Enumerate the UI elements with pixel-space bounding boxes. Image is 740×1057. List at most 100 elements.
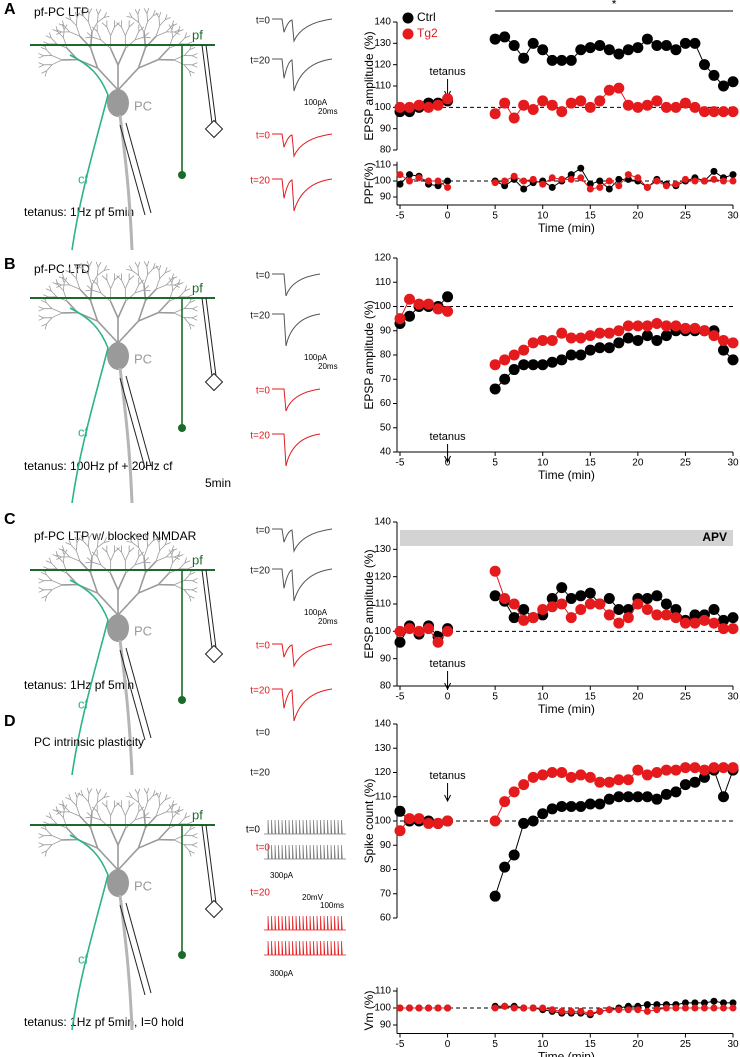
dendrite [40,572,47,576]
dendrite [41,323,47,327]
protocol: tetanus: 1Hz pf 5min [24,678,134,692]
data-point [501,177,509,185]
data-point [394,805,406,817]
data-point [539,180,547,188]
dendrite [143,816,151,819]
data-point [444,1004,452,1012]
dendrite [147,15,154,22]
annotation: tetanus [430,770,467,782]
data-point [622,603,634,615]
dendrite [192,580,198,584]
data-point [442,815,454,827]
dendrite [75,542,78,551]
dendrite [92,816,102,821]
record-pipette [119,902,152,996]
dendrite [152,790,156,796]
dendrite [155,31,167,37]
dendrite [137,794,139,803]
dendrite [172,811,179,818]
data-point [510,1004,518,1012]
y-tick-label: 120 [374,59,391,70]
data-point [491,1004,499,1012]
data-point [489,890,501,902]
dendrite [69,31,81,37]
dendrite [164,539,168,545]
dendrite [96,847,119,871]
data-point [489,108,501,120]
dendrite [134,811,140,821]
trace-label: t=0 [246,825,261,836]
dendrite [110,279,115,289]
dendrite [189,850,195,854]
dendrite [121,279,126,289]
dendrite [171,548,178,552]
data-point [404,293,416,305]
data-point [499,861,511,873]
x-axis-label: Time (min) [538,468,595,482]
dendrite [46,844,53,852]
data-point [575,332,587,344]
y-tick-label: 130 [374,38,391,49]
dendrite [89,300,99,322]
soma [107,869,129,897]
dendrite [77,13,83,17]
dendrite [92,36,102,41]
dendrite [171,803,178,807]
dendrite [138,311,159,322]
data-point [394,625,406,637]
dendrite [87,793,90,802]
dendrite [82,540,89,547]
y-axis-label: Vm (%) [362,991,376,1031]
dendrite [80,10,84,16]
dendrite [44,323,48,330]
dendrite [153,793,159,797]
trace-label: t=20 [250,431,270,442]
dendrite [147,268,154,275]
dendrite [134,284,140,294]
x-tick-label: 5 [492,1039,498,1050]
data-point [510,172,518,180]
dendrite [55,26,59,32]
data-point [396,1004,404,1012]
panel-title: pf-PC LTP [34,5,89,19]
y-tick-label: 140 [374,719,391,730]
data-point [556,54,568,66]
dendrite [155,811,167,817]
shaded-band [400,530,733,546]
data-point [717,80,729,92]
dendrite [75,278,81,290]
dendrite [159,19,166,26]
data-point [508,786,520,798]
dendrite [143,801,149,813]
data-point [537,769,549,781]
data-point [556,767,568,778]
dendrite [51,59,63,66]
data-point [708,106,720,118]
dendrite [92,561,102,566]
dendrite [57,556,64,563]
data-point [613,82,625,94]
data-point [423,101,435,113]
data-point [698,59,710,71]
trace-label: t=20 [250,56,270,67]
dendrite [143,261,148,267]
dendrite [82,15,89,22]
dendrite [110,551,115,561]
data-point [632,791,644,803]
scale-label: 300pA [270,969,294,978]
dendrite [58,23,65,27]
y-tick-label: 120 [374,253,391,264]
soma [107,614,129,642]
data-point [672,1004,680,1012]
data-point [603,793,615,805]
dendrite [40,47,47,51]
data-point [413,99,425,111]
dendrite [137,572,147,594]
data-point [727,337,739,349]
data-point [508,39,520,51]
axon [118,114,134,251]
data-point [622,791,634,803]
data-point [556,582,568,594]
dendrite [97,267,99,276]
dendrite [97,270,105,276]
